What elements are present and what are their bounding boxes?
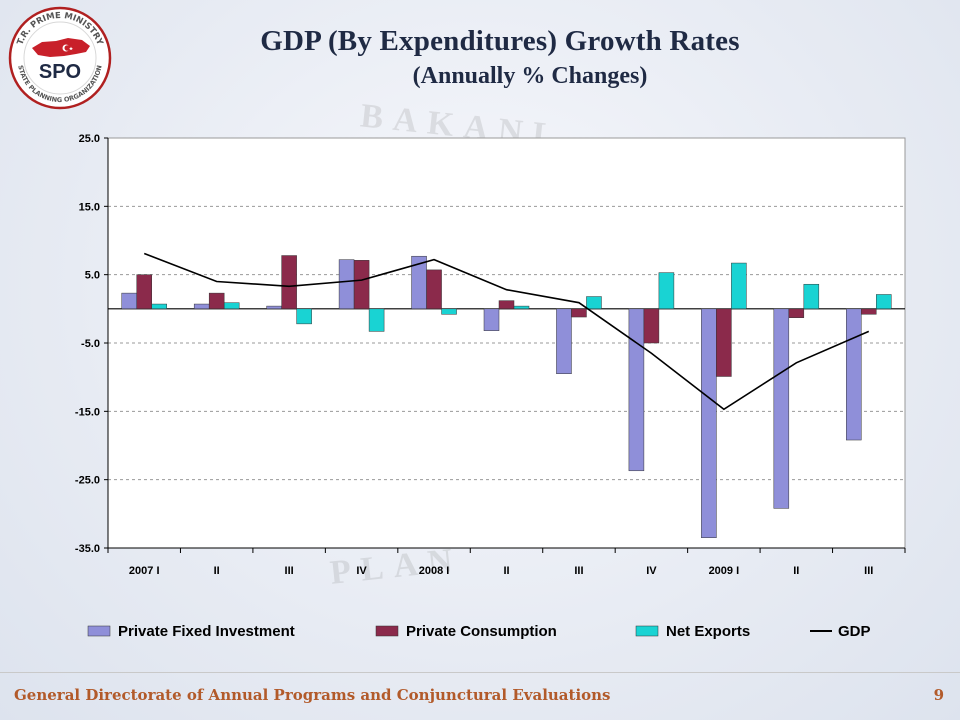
bar-net-exports	[731, 262, 747, 310]
bar-net-exports	[441, 308, 457, 315]
y-tick-label: -35.0	[75, 543, 100, 555]
bar-private-consumption	[136, 274, 152, 310]
bar-net-exports	[876, 294, 892, 310]
bar-private-consumption	[716, 308, 732, 377]
legend-swatch	[635, 625, 659, 637]
x-tick-label: II	[503, 565, 509, 577]
bar-private-consumption	[861, 308, 877, 315]
x-tick-label: III	[574, 565, 583, 577]
y-tick-label: 15.0	[79, 201, 100, 213]
bar-net-exports	[151, 303, 167, 310]
turkey-map-icon	[32, 38, 90, 57]
footer-org-text: General Directorate of Annual Programs a…	[14, 686, 611, 704]
x-tick-label: III	[285, 565, 294, 577]
y-tick-label: 25.0	[79, 133, 100, 145]
x-tick-label: 2007 I	[129, 565, 160, 577]
y-tick-label: -25.0	[75, 475, 100, 487]
bar-private-consumption	[571, 308, 587, 318]
bar-private-fixed-investment	[338, 259, 355, 310]
bar-private-consumption	[788, 308, 805, 318]
y-tick-label: -5.0	[81, 338, 100, 350]
legend-swatch	[375, 625, 399, 637]
legend-swatch	[87, 625, 111, 637]
x-tick-label: II	[214, 565, 220, 577]
logo-abbr: SPO	[39, 61, 81, 83]
footer-divider	[0, 672, 960, 673]
bar-private-consumption	[498, 300, 515, 310]
x-tick-label: 2009 I	[709, 565, 740, 577]
page-subtitle: (Annually % Changes)	[412, 63, 648, 89]
bar-net-exports	[513, 305, 530, 310]
bar-private-fixed-investment	[121, 292, 137, 310]
bar-private-consumption	[643, 308, 660, 344]
x-tick-label: 2008 I	[419, 565, 450, 577]
footer: General Directorate of Annual Programs a…	[14, 686, 944, 704]
bar-net-exports	[586, 296, 602, 310]
bar-net-exports	[658, 272, 675, 310]
bar-private-fixed-investment	[846, 308, 862, 441]
bar-private-consumption	[208, 292, 225, 310]
x-tick-label: III	[864, 565, 873, 577]
x-tick-label: IV	[356, 565, 367, 577]
spo-logo: T.R. PRIME MINISTRY STATE PLANNING ORGAN…	[8, 6, 112, 110]
bar-net-exports	[803, 283, 820, 310]
y-tick-label: 5.0	[85, 270, 100, 282]
bar-private-fixed-investment	[773, 308, 790, 509]
bar-private-fixed-investment	[628, 308, 645, 472]
page-title: GDP (By Expenditures) Growth Rates	[260, 25, 740, 57]
legend-label: Private Fixed Investment	[118, 623, 295, 640]
bar-private-consumption	[281, 255, 297, 310]
bar-private-consumption	[353, 260, 370, 310]
line-gdp	[143, 252, 870, 411]
y-tick-label: -15.0	[75, 406, 100, 418]
bar-private-consumption	[426, 269, 442, 310]
legend-label: Net Exports	[666, 623, 750, 640]
bar-private-fixed-investment	[483, 308, 500, 331]
bar-private-fixed-investment	[266, 305, 282, 310]
bar-net-exports	[223, 302, 240, 310]
bar-net-exports	[296, 308, 312, 325]
legend-label: GDP	[838, 623, 871, 640]
bar-private-fixed-investment	[701, 308, 717, 539]
bar-private-fixed-investment	[193, 303, 210, 310]
x-tick-label: II	[793, 565, 799, 577]
header: GDP (By Expenditures) Growth Rates (Annu…	[120, 24, 880, 90]
legend-label: Private Consumption	[406, 623, 557, 640]
bar-private-fixed-investment	[556, 308, 572, 375]
x-tick-label: IV	[646, 565, 657, 577]
page-number: 9	[933, 686, 944, 704]
bar-net-exports	[368, 308, 385, 332]
